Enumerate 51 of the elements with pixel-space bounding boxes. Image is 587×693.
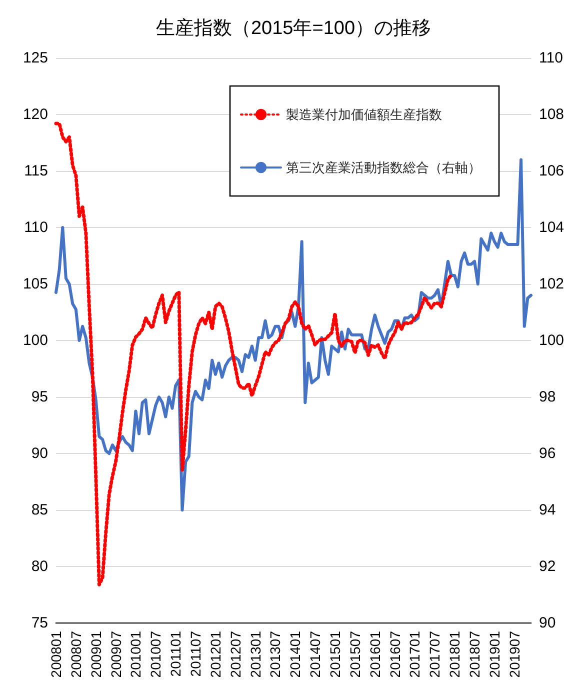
chart-title: 生産指数（2015年=100）の推移 bbox=[156, 17, 432, 39]
y2-tick-label: 106 bbox=[539, 162, 564, 180]
x-tick-label: 201907 bbox=[506, 630, 522, 678]
y2-tick-label: 100 bbox=[539, 332, 564, 349]
y-tick-label: 100 bbox=[22, 332, 48, 349]
y2-tick-label: 104 bbox=[539, 219, 564, 236]
x-tick-label: 201001 bbox=[128, 630, 144, 678]
y2-tick-label: 102 bbox=[539, 276, 564, 292]
y2-tick-label: 90 bbox=[539, 614, 556, 632]
x-tick-label: 201507 bbox=[346, 630, 363, 678]
y-tick-label: 95 bbox=[31, 388, 48, 406]
x-tick-label: 201501 bbox=[327, 630, 344, 678]
x-tick-label: 201301 bbox=[247, 630, 264, 678]
x-tick-label: 201701 bbox=[406, 630, 423, 678]
y-tick-label: 90 bbox=[31, 445, 48, 462]
x-tick-label: 201901 bbox=[486, 630, 502, 678]
x-tick-label: 201007 bbox=[148, 630, 164, 678]
x-tick-label: 200807 bbox=[68, 630, 84, 678]
x-tick-label: 201307 bbox=[267, 630, 284, 678]
y-tick-label: 80 bbox=[31, 558, 48, 575]
y-tick-label: 115 bbox=[24, 162, 48, 180]
y-tick-label: 75 bbox=[31, 614, 48, 632]
y2-tick-label: 92 bbox=[539, 558, 556, 575]
x-tick-label: 201207 bbox=[227, 630, 244, 678]
x-tick-label: 201807 bbox=[466, 630, 483, 678]
x-tick-label: 201801 bbox=[446, 630, 463, 678]
y2-tick-label: 110 bbox=[539, 50, 563, 66]
x-tick-label: 200907 bbox=[108, 630, 124, 678]
y2-tick-label: 98 bbox=[539, 388, 556, 406]
x-tick-label: 201401 bbox=[287, 630, 304, 678]
y-tick-label: 120 bbox=[22, 106, 48, 123]
x-tick-label: 201407 bbox=[307, 630, 324, 678]
y-tick-label: 125 bbox=[22, 50, 48, 66]
y2-tick-label: 96 bbox=[539, 445, 556, 462]
x-tick-label: 201707 bbox=[426, 630, 443, 678]
y2-tick-label: 94 bbox=[539, 502, 556, 518]
x-tick-label: 201101 bbox=[168, 630, 184, 677]
x-tick-label: 200801 bbox=[48, 630, 64, 678]
legend-label: 第三次産業活動指数総合（右軸） bbox=[286, 160, 481, 175]
x-tick-label: 201201 bbox=[207, 630, 224, 678]
line-series bbox=[54, 122, 454, 586]
y2-tick-label: 108 bbox=[539, 106, 564, 123]
x-tick-label: 201607 bbox=[386, 630, 403, 678]
x-tick-label: 201601 bbox=[366, 630, 383, 678]
y-tick-label: 105 bbox=[22, 276, 48, 292]
y-tick-label: 110 bbox=[24, 219, 48, 236]
x-tick-label: 201107 bbox=[188, 630, 204, 677]
y-tick-label: 85 bbox=[31, 502, 48, 518]
x-tick-label: 200901 bbox=[88, 630, 104, 678]
line-series bbox=[54, 158, 532, 512]
legend-label: 製造業付加価値額生産指数 bbox=[286, 107, 442, 122]
